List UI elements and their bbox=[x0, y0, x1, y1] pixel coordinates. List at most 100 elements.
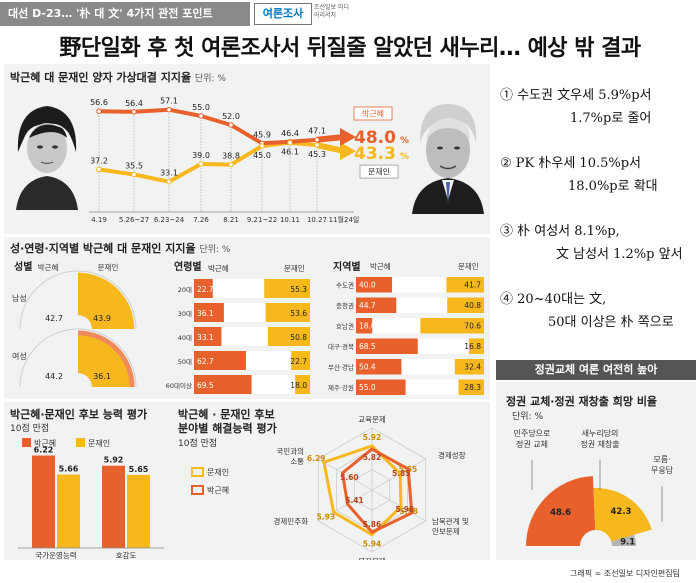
radar-spoke bbox=[318, 458, 373, 491]
region-bar-moon bbox=[468, 338, 484, 354]
data-point-park bbox=[131, 109, 137, 115]
age-header-moon: 문재인 bbox=[284, 263, 305, 273]
radar-value: 5.94 bbox=[363, 540, 382, 549]
age-bar-park bbox=[194, 279, 213, 298]
age-value-moon: 18.0 bbox=[290, 381, 307, 390]
pie-title: 정권 교체·정권 재창출 희망 비율 bbox=[506, 395, 658, 408]
ability-bar-park bbox=[32, 455, 55, 548]
demographics-title: 성·연령·지역별 박근혜 대 문재인 지지율 단위: % bbox=[10, 242, 231, 255]
data-label-park: 57.1 bbox=[160, 97, 178, 106]
region-value-park: 40.0 bbox=[359, 281, 376, 290]
region-heading: 지역별 bbox=[333, 262, 361, 273]
age-bar-moon bbox=[267, 327, 310, 346]
age-heading: 연령별 bbox=[174, 262, 202, 273]
region-row-label: 수도권 bbox=[336, 282, 354, 290]
final-value-moon: 43.3 bbox=[354, 144, 396, 164]
ability-bar-moon bbox=[57, 474, 80, 548]
headline: 野단일화 후 첫 여론조사서 뒤질줄 알았던 새누리… 예상 밖 결과 bbox=[59, 36, 641, 61]
age-bar-moon bbox=[291, 351, 310, 370]
radar-title-line2: 분야별 해결능력 평가 bbox=[178, 422, 277, 435]
credit: 그래픽 = 조선일보 디자인편집팀 bbox=[570, 569, 681, 578]
radar-spoke bbox=[371, 489, 426, 522]
note-3-line2: 文 남성서 1.2%p 앞서 bbox=[556, 247, 683, 262]
age-value-park: 36.1 bbox=[197, 309, 214, 318]
data-point-moon bbox=[96, 166, 102, 173]
data-point-moon bbox=[259, 143, 265, 149]
demographics-chart: 42.7 43.9 남성 박근혜 문재인 44.2 36.1 여성 박근혜 문재인 20대 22.7 5… bbox=[12, 261, 484, 395]
radar-value: 6.29 bbox=[307, 454, 326, 463]
radar-value: 5.85 bbox=[392, 469, 411, 478]
gender-arc-outline bbox=[19, 328, 137, 388]
age-value-moon: 50.8 bbox=[290, 333, 307, 342]
age-value-moon: 22.7 bbox=[290, 357, 307, 366]
line-chart-panel bbox=[4, 64, 490, 234]
note-2-line2: 18.0%p로 확대 bbox=[568, 179, 658, 194]
note-4-line2: 50대 이상은 朴 쪽으로 bbox=[548, 315, 674, 330]
legend-label-park: 박근혜 bbox=[362, 109, 384, 119]
data-point-moon bbox=[198, 161, 204, 167]
gender-arc-moon bbox=[78, 335, 130, 387]
region-value-park: 55.0 bbox=[359, 383, 376, 392]
radar-axis-label: 경제민주화 bbox=[274, 516, 309, 526]
data-label-park: 56.6 bbox=[90, 98, 108, 107]
region-value-park: 18.0 bbox=[359, 322, 376, 331]
region-row-label: 호남권 bbox=[336, 322, 354, 331]
region-value-moon: 32.4 bbox=[464, 363, 481, 372]
data-label-park: 56.4 bbox=[125, 99, 143, 108]
radar-value: 5.82 bbox=[363, 453, 382, 462]
gender-value-park: 44.2 bbox=[45, 372, 63, 381]
radar-axis-label: 남북관계 및 bbox=[432, 516, 469, 526]
age-row-label: 50대 bbox=[178, 358, 192, 366]
age-bar-park bbox=[194, 351, 246, 370]
ability-category-label: 국가운영능력 bbox=[35, 550, 76, 560]
radar-axis-label: 국민과의 bbox=[276, 446, 304, 456]
radar-axis-label: 안보문제 bbox=[432, 526, 460, 536]
radar-value: 5.41 bbox=[345, 496, 364, 505]
top-bar: 대선 D-23… '朴 대 文' 4가지 관전 포인트 여론조사 조선일보 미디… bbox=[0, 0, 700, 28]
region-value-moon: 70.6 bbox=[464, 322, 481, 331]
gender-row-label: 여성 bbox=[12, 351, 27, 361]
pie-value: 9.1 bbox=[620, 537, 635, 547]
gender-row-label: 남성 bbox=[12, 294, 27, 303]
radar-value: 5.98 bbox=[396, 505, 415, 514]
pie-slice-label: 민주당으로 bbox=[514, 428, 551, 438]
data-point-park bbox=[96, 108, 102, 114]
x-tick-label: 7.26 bbox=[193, 216, 209, 224]
legend-label-park: 박근혜 bbox=[34, 438, 56, 448]
region-row-label: 대구·경북 bbox=[328, 342, 354, 351]
data-label-park: 55.0 bbox=[192, 103, 210, 112]
x-tick-label: 5.26~27 bbox=[119, 216, 149, 224]
topbar-label: 대선 D-23… '朴 대 文' 4가지 관전 포인트 bbox=[8, 7, 213, 20]
ability-bar-chart: 박근혜 문재인 6.22 5.66 국가운영능력 5.92 5.65 호감도 bbox=[18, 438, 164, 560]
region-value-moon: 40.8 bbox=[464, 301, 481, 310]
radar-value: 5.93 bbox=[317, 513, 336, 522]
line-chart-title: 박근혜 대 문재인 양자 가상대결 지지율 단위: % bbox=[10, 71, 226, 84]
moon-jae-in-photo bbox=[412, 104, 484, 214]
pie-value: 42.3 bbox=[611, 507, 632, 517]
pie-slice-label: 정권 재창출 bbox=[580, 439, 619, 449]
region-bar-park bbox=[356, 379, 406, 395]
x-tick-label: 8.21 bbox=[223, 216, 239, 224]
radar-legend-label-moon: 문재인 bbox=[207, 467, 229, 477]
data-label-park: 47.1 bbox=[308, 127, 326, 136]
radar-axis-label: 경제성장 bbox=[438, 450, 466, 460]
x-tick-label: 6.23~24 bbox=[154, 216, 185, 224]
note-1-line2: 1.7%p로 줄어 bbox=[570, 111, 652, 126]
radar-legend-swatch-moon bbox=[191, 467, 204, 477]
ability-bar-moon bbox=[127, 474, 150, 548]
data-label-park: 46.4 bbox=[281, 129, 299, 138]
final-value-park: 48.0 bbox=[354, 128, 396, 148]
ability-category-label: 호감도 bbox=[116, 550, 137, 560]
data-label-moon: 33.1 bbox=[160, 169, 178, 178]
gender-header-moon: 문재인 bbox=[98, 262, 119, 272]
region-bar-park bbox=[356, 277, 393, 293]
pie-slice bbox=[593, 488, 652, 542]
data-label-moon: 46.1 bbox=[281, 148, 299, 157]
region-row-label: 부산·경남 bbox=[328, 363, 354, 372]
legend-swatch-moon bbox=[76, 438, 85, 447]
age-value-moon: 55.3 bbox=[290, 285, 307, 294]
age-row-label: 30대 bbox=[178, 310, 192, 318]
ability-value: 5.66 bbox=[59, 465, 79, 474]
region-bar-moon bbox=[420, 318, 484, 334]
region-bar-park bbox=[356, 297, 397, 313]
